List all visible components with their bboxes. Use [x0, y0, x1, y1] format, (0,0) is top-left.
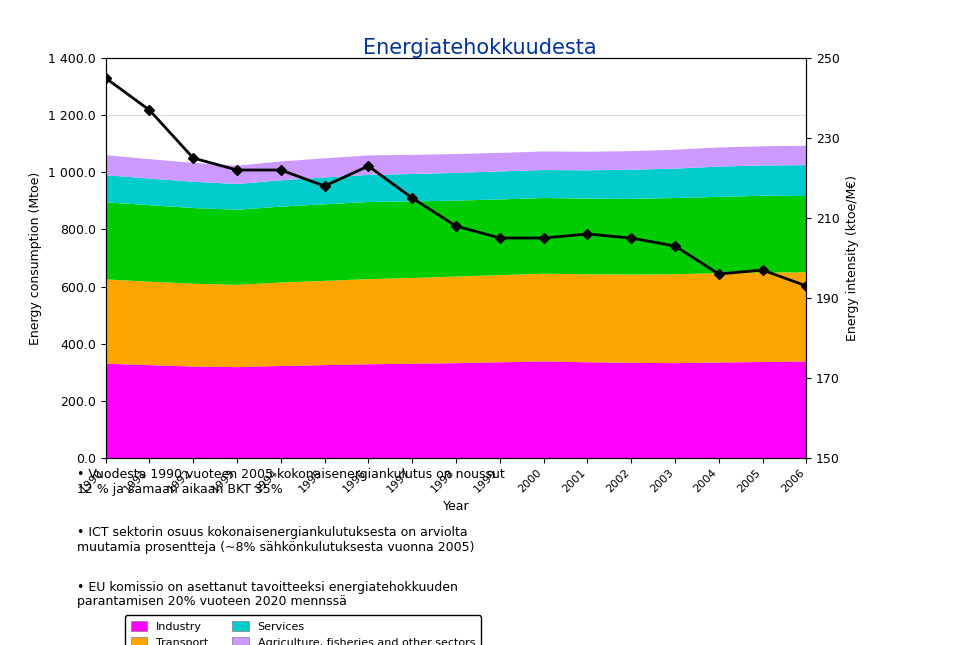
Y-axis label: Energy intensity (ktoe/M€): Energy intensity (ktoe/M€): [846, 175, 858, 341]
Text: • EU komissio on asettanut tavoitteeksi energiatehokkuuden
parantamisen 20% vuot: • EU komissio on asettanut tavoitteeksi …: [77, 580, 458, 608]
Text: • Vuodesta 1990 vuoteen 2005 kokonaisenergiankulutus on noussut
12 % ja samaan a: • Vuodesta 1990 vuoteen 2005 kokonaisene…: [77, 468, 505, 495]
Legend: Industry, Transport, Households, Services, Agriculture, fisheries and other sect: Industry, Transport, Households, Service…: [125, 615, 481, 645]
Y-axis label: Energy consumption (Mtoe): Energy consumption (Mtoe): [30, 172, 42, 344]
Text: • ICT sektorin osuus kokonaisenergiankulutuksesta on arviolta
muutamia prosentte: • ICT sektorin osuus kokonaisenergiankul…: [77, 526, 474, 553]
Text: Energiatehokkuudesta: Energiatehokkuudesta: [363, 38, 597, 59]
X-axis label: Year: Year: [443, 501, 469, 513]
